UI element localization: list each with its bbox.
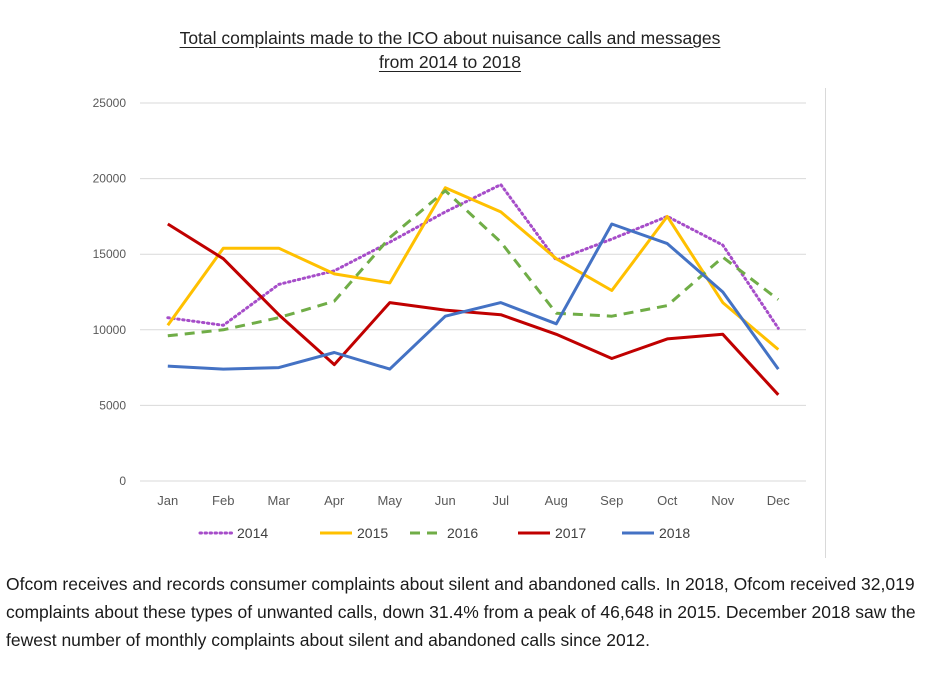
line-chart: 0 5000 10000 15000 20000 25000 Jan Feb Mar Apr Ma…	[93, 96, 806, 541]
series-line-2016	[167, 189, 780, 338]
legend-label-2014: 2014	[237, 525, 268, 541]
y-tick-label: 25000	[93, 96, 127, 110]
x-tick-label: Apr	[324, 493, 345, 508]
caption-paragraph: Ofcom receives and records consumer comp…	[6, 574, 916, 650]
legend-label-2018: 2018	[659, 525, 690, 541]
x-tick-label: Sep	[600, 493, 623, 508]
x-tick-label: Feb	[212, 493, 234, 508]
chart-frame-edge	[825, 88, 826, 558]
x-tick-label: Jun	[435, 493, 456, 508]
x-axis-ticks: Jan Feb Mar Apr May Jun Jul Aug Sep Oct Nov Dec	[157, 493, 790, 508]
x-tick-label: Oct	[657, 493, 678, 508]
series-line-2015	[166, 186, 780, 351]
x-tick-label: Aug	[545, 493, 568, 508]
x-tick-label: Jan	[157, 493, 178, 508]
x-tick-label: May	[377, 493, 402, 508]
series-line-2018	[167, 222, 780, 371]
chart-title-line-1: Total complaints made to the ICO about n…	[179, 28, 721, 48]
y-tick-label: 0	[119, 474, 126, 488]
y-tick-label: 10000	[93, 323, 127, 337]
x-tick-label: Mar	[268, 493, 291, 508]
legend-label-2017: 2017	[555, 525, 586, 541]
legend: 2014 2015 2016 2017 2018	[198, 525, 690, 541]
chart-title: Total complaints made to the ICO about n…	[100, 26, 800, 74]
legend-label-2016: 2016	[447, 525, 478, 541]
legend-label-2015: 2015	[357, 525, 388, 541]
series-lines	[166, 183, 780, 396]
chart-title-line-2: from 2014 to 2018	[378, 52, 522, 72]
gridlines	[140, 102, 806, 482]
x-tick-label: Jul	[492, 493, 509, 508]
series-line-2017	[167, 222, 780, 396]
series-line-2014	[166, 183, 780, 330]
x-tick-label: Nov	[711, 493, 735, 508]
y-axis-ticks: 0 5000 10000 15000 20000 25000	[93, 96, 127, 488]
y-tick-label: 15000	[93, 247, 127, 261]
y-tick-label: 5000	[99, 398, 126, 412]
x-tick-label: Dec	[767, 493, 791, 508]
y-tick-label: 20000	[93, 172, 127, 186]
